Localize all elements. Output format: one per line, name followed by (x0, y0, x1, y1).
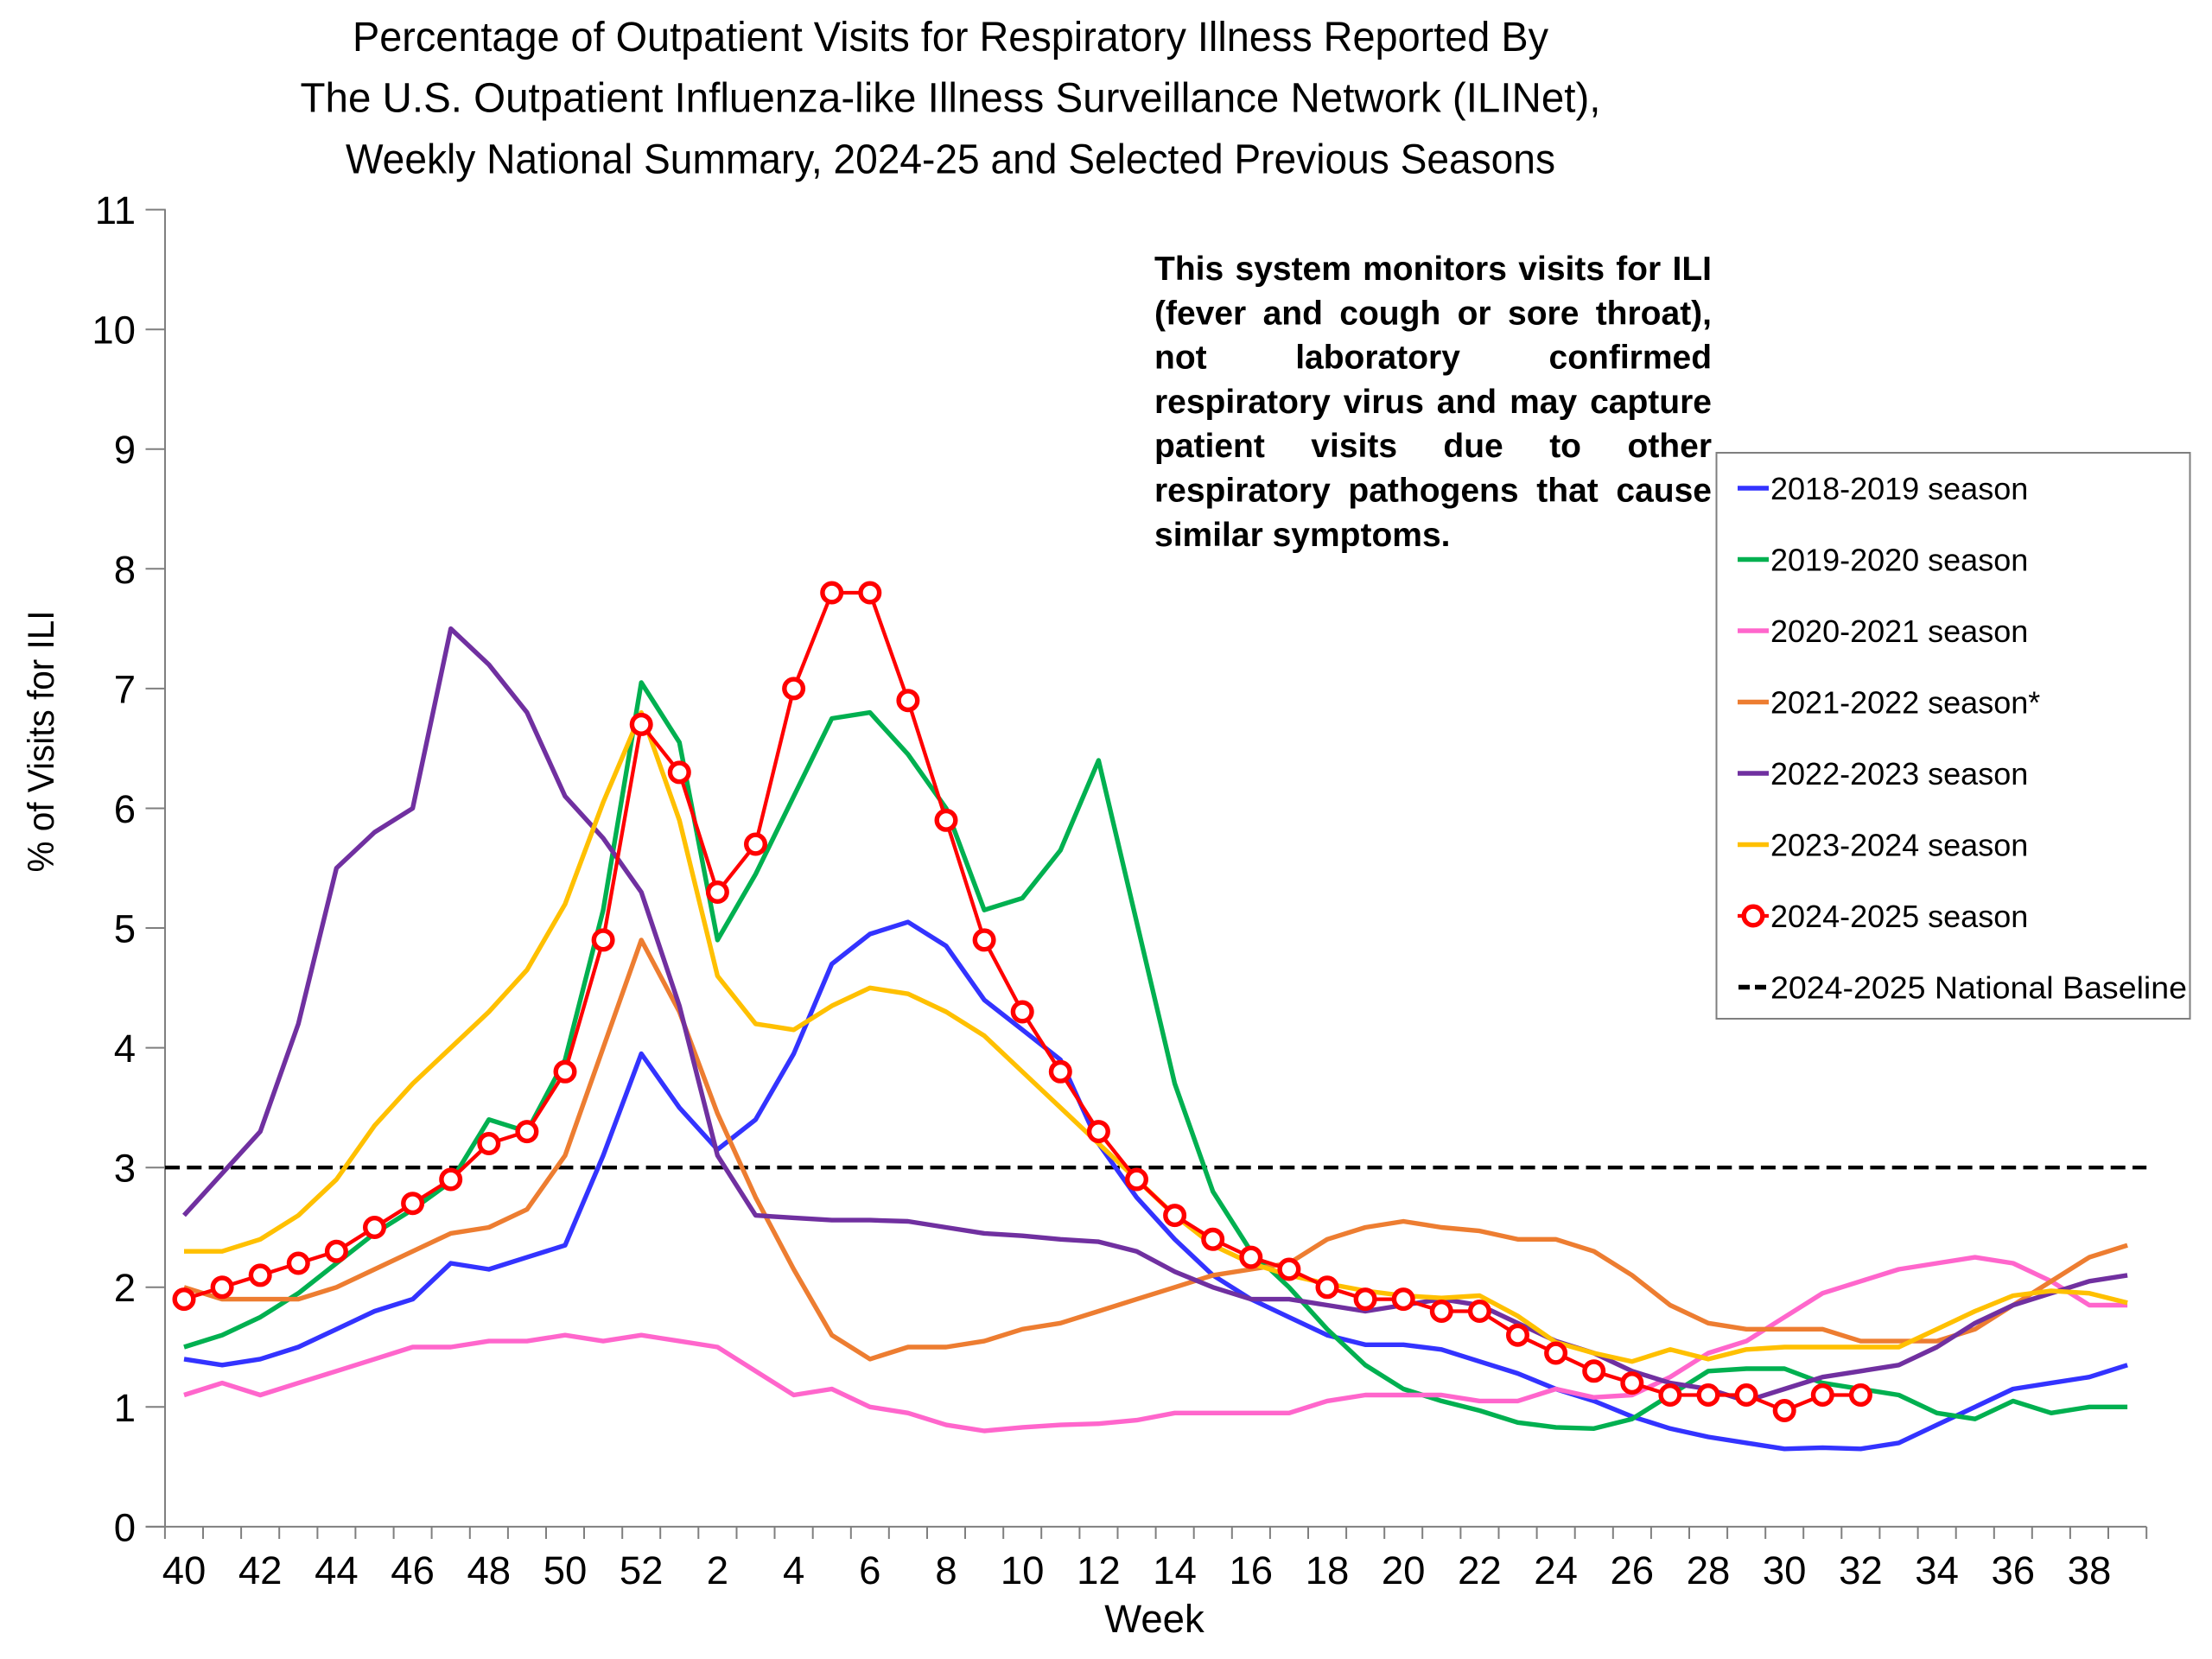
svg-text:4: 4 (114, 1027, 136, 1071)
svg-text:Percentage of Outpatient Visit: Percentage of Outpatient Visits for Resp… (353, 14, 1549, 60)
svg-text:30: 30 (1763, 1548, 1807, 1592)
svg-text:2022-2023 season: 2022-2023 season (1770, 756, 2028, 791)
svg-text:2019-2020 season: 2019-2020 season (1770, 543, 2028, 578)
svg-text:48: 48 (467, 1548, 511, 1592)
svg-text:2024-2025 National Baseline: 2024-2025 National Baseline (1770, 970, 2187, 1006)
svg-text:Week: Week (1104, 1597, 1205, 1641)
svg-text:similar symptoms.: similar symptoms. (1154, 517, 1450, 554)
svg-text:46: 46 (391, 1548, 435, 1592)
svg-text:42: 42 (238, 1548, 283, 1592)
svg-text:9: 9 (114, 428, 136, 472)
svg-text:6: 6 (859, 1548, 880, 1592)
svg-text:Weekly National Summary, 2024-: Weekly National Summary, 2024-25 and Sel… (346, 137, 1555, 183)
svg-text:36: 36 (1991, 1548, 2035, 1592)
svg-text:22: 22 (1458, 1548, 1502, 1592)
svg-text:40: 40 (162, 1548, 207, 1592)
svg-text:0: 0 (114, 1505, 136, 1549)
svg-text:11: 11 (95, 188, 136, 232)
svg-text:2: 2 (707, 1548, 728, 1592)
svg-text:24: 24 (1534, 1548, 1578, 1592)
svg-text:16: 16 (1229, 1548, 1273, 1592)
svg-text:% of Visits for ILI: % of Visits for ILI (21, 611, 62, 873)
svg-text:7: 7 (114, 667, 136, 711)
svg-text:12: 12 (1077, 1548, 1121, 1592)
svg-text:5: 5 (114, 907, 136, 951)
svg-text:32: 32 (1839, 1548, 1883, 1592)
svg-text:52: 52 (620, 1548, 664, 1592)
svg-text:18: 18 (1306, 1548, 1350, 1592)
svg-text:2023-2024 season: 2023-2024 season (1770, 828, 2028, 863)
svg-text:8: 8 (935, 1548, 957, 1592)
svg-text:8: 8 (114, 548, 136, 592)
svg-text:26: 26 (1610, 1548, 1654, 1592)
svg-text:20: 20 (1382, 1548, 1426, 1592)
svg-text:6: 6 (114, 787, 136, 831)
svg-text:2021-2022 season*: 2021-2022 season* (1770, 685, 2040, 721)
svg-text:44: 44 (315, 1548, 359, 1592)
svg-text:34: 34 (1915, 1548, 1959, 1592)
svg-text:4: 4 (783, 1548, 804, 1592)
svg-text:2020-2021 season: 2020-2021 season (1770, 613, 2028, 649)
svg-text:3: 3 (114, 1147, 136, 1191)
svg-text:28: 28 (1687, 1548, 1731, 1592)
svg-text:2024-2025 season: 2024-2025 season (1770, 899, 2028, 934)
svg-text:38: 38 (2068, 1548, 2112, 1592)
svg-text:10: 10 (92, 308, 136, 353)
svg-text:2018-2019 season: 2018-2019 season (1770, 471, 2028, 506)
svg-text:The U.S. Outpatient Influenza-: The U.S. Outpatient Influenza-like Illne… (301, 75, 1601, 122)
svg-text:50: 50 (543, 1548, 588, 1592)
svg-text:14: 14 (1153, 1548, 1197, 1592)
svg-text:1: 1 (114, 1386, 136, 1430)
svg-text:2: 2 (114, 1266, 136, 1310)
svg-text:10: 10 (1001, 1548, 1045, 1592)
